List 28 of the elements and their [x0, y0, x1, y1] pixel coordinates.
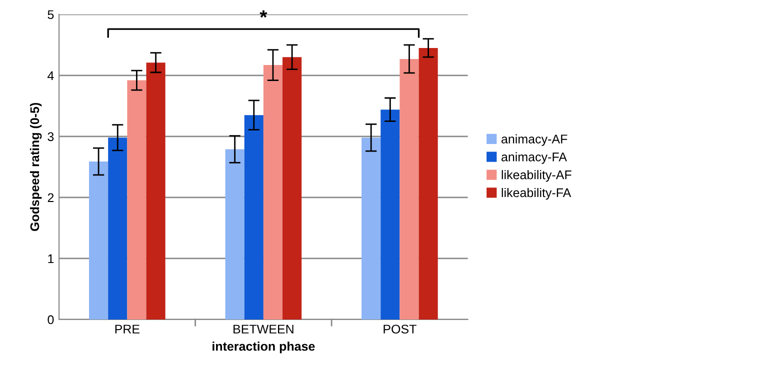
bar	[263, 65, 283, 320]
y-tick-label: 5	[48, 10, 54, 20]
y-axis-title: Godspeed rating (0-5)	[30, 102, 42, 232]
y-tick-label: 1	[48, 254, 54, 264]
x-tick-label: PRE	[115, 324, 140, 334]
bar	[380, 110, 400, 320]
legend-label: animacy-FA	[502, 152, 567, 164]
x-tick-label: BETWEEN	[234, 324, 294, 334]
legend-label: animacy-AF	[502, 134, 568, 146]
bar	[127, 80, 146, 320]
y-tick-label: 4	[48, 71, 54, 80]
bar	[400, 58, 419, 320]
bar	[282, 57, 302, 320]
annotation: *	[260, 10, 268, 18]
bar	[108, 138, 128, 320]
bar	[418, 48, 438, 320]
legend-label: likeability-FA	[502, 188, 572, 200]
bar	[225, 149, 244, 320]
bar	[362, 138, 381, 320]
y-tick-label: 3	[48, 132, 54, 142]
x-axis-title: interaction phase	[212, 342, 315, 354]
bar	[146, 62, 166, 320]
bar	[244, 115, 264, 320]
bar	[89, 161, 108, 320]
y-tick-label: 2	[48, 193, 54, 202]
y-tick-label: 0	[48, 315, 54, 324]
x-tick-label: POST	[384, 324, 416, 334]
legend-label: likeability-AF	[502, 170, 572, 182]
